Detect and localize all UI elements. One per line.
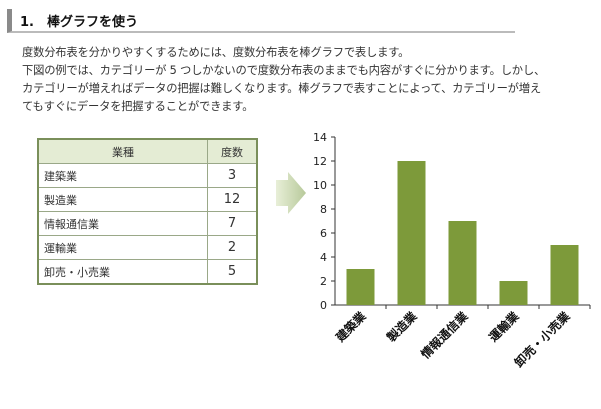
section-heading: 1. 棒グラフを使う — [7, 9, 515, 33]
paragraph-line: てもすぐにデータを把握することができます。 — [22, 100, 254, 113]
bar — [499, 281, 528, 305]
table-row: 建築業 3 — [37, 163, 258, 188]
cell: 製造業 — [37, 187, 208, 212]
heading-text: 1. 棒グラフを使う — [20, 15, 138, 30]
paragraph-line: 度数分布表を分かりやすくするためには、度数分布表を棒グラフで表します。 — [22, 46, 410, 59]
paragraph-line: 下図の例では、カテゴリーが 5 つしかないので度数分布表のままでも内容がすぐに分… — [22, 64, 546, 77]
y-tick-label: 2 — [320, 275, 327, 288]
x-tick-label: 情報通信業 — [418, 308, 472, 362]
x-tick-label: 製造業 — [383, 308, 420, 345]
cell: 情報通信業 — [37, 211, 208, 236]
frequency-table: 業種 度数 建築業 3 製造業 12 情報通信業 7 運輸業 2 卸売・小売業 5 — [37, 138, 258, 285]
cell: 建築業 — [37, 163, 208, 188]
header-industry: 業種 — [37, 138, 208, 164]
cell: 3 — [207, 163, 258, 188]
bar — [550, 245, 579, 305]
table-row: 卸売・小売業 5 — [37, 259, 258, 285]
y-tick-label: 6 — [320, 227, 327, 240]
cell: 12 — [207, 187, 258, 212]
header-frequency: 度数 — [207, 138, 258, 164]
table-row: 運輸業 2 — [37, 235, 258, 260]
bar — [397, 161, 426, 305]
y-tick-label: 14 — [313, 131, 327, 144]
cell: 7 — [207, 211, 258, 236]
y-tick-label: 4 — [320, 251, 327, 264]
table-row: 情報通信業 7 — [37, 211, 258, 236]
cell: 2 — [207, 235, 258, 260]
bar — [346, 269, 375, 305]
y-tick-label: 12 — [313, 155, 327, 168]
x-tick-label: 卸売・小売業 — [511, 308, 573, 370]
x-tick-label: 建築業 — [332, 308, 369, 345]
table-row: 製造業 12 — [37, 187, 258, 212]
y-tick-label: 0 — [320, 299, 327, 312]
cell: 卸売・小売業 — [37, 259, 208, 285]
right-arrow-icon — [276, 172, 306, 214]
y-tick-label: 10 — [313, 179, 327, 192]
y-tick-label: 8 — [320, 203, 327, 216]
cell: 運輸業 — [37, 235, 208, 260]
paragraph-line: カテゴリーが増えればデータの把握は難しくなります。棒グラフで表すことによって、カ… — [22, 82, 541, 95]
cell: 5 — [207, 259, 258, 285]
bar — [448, 221, 477, 305]
x-tick-label: 運輸業 — [486, 308, 523, 345]
